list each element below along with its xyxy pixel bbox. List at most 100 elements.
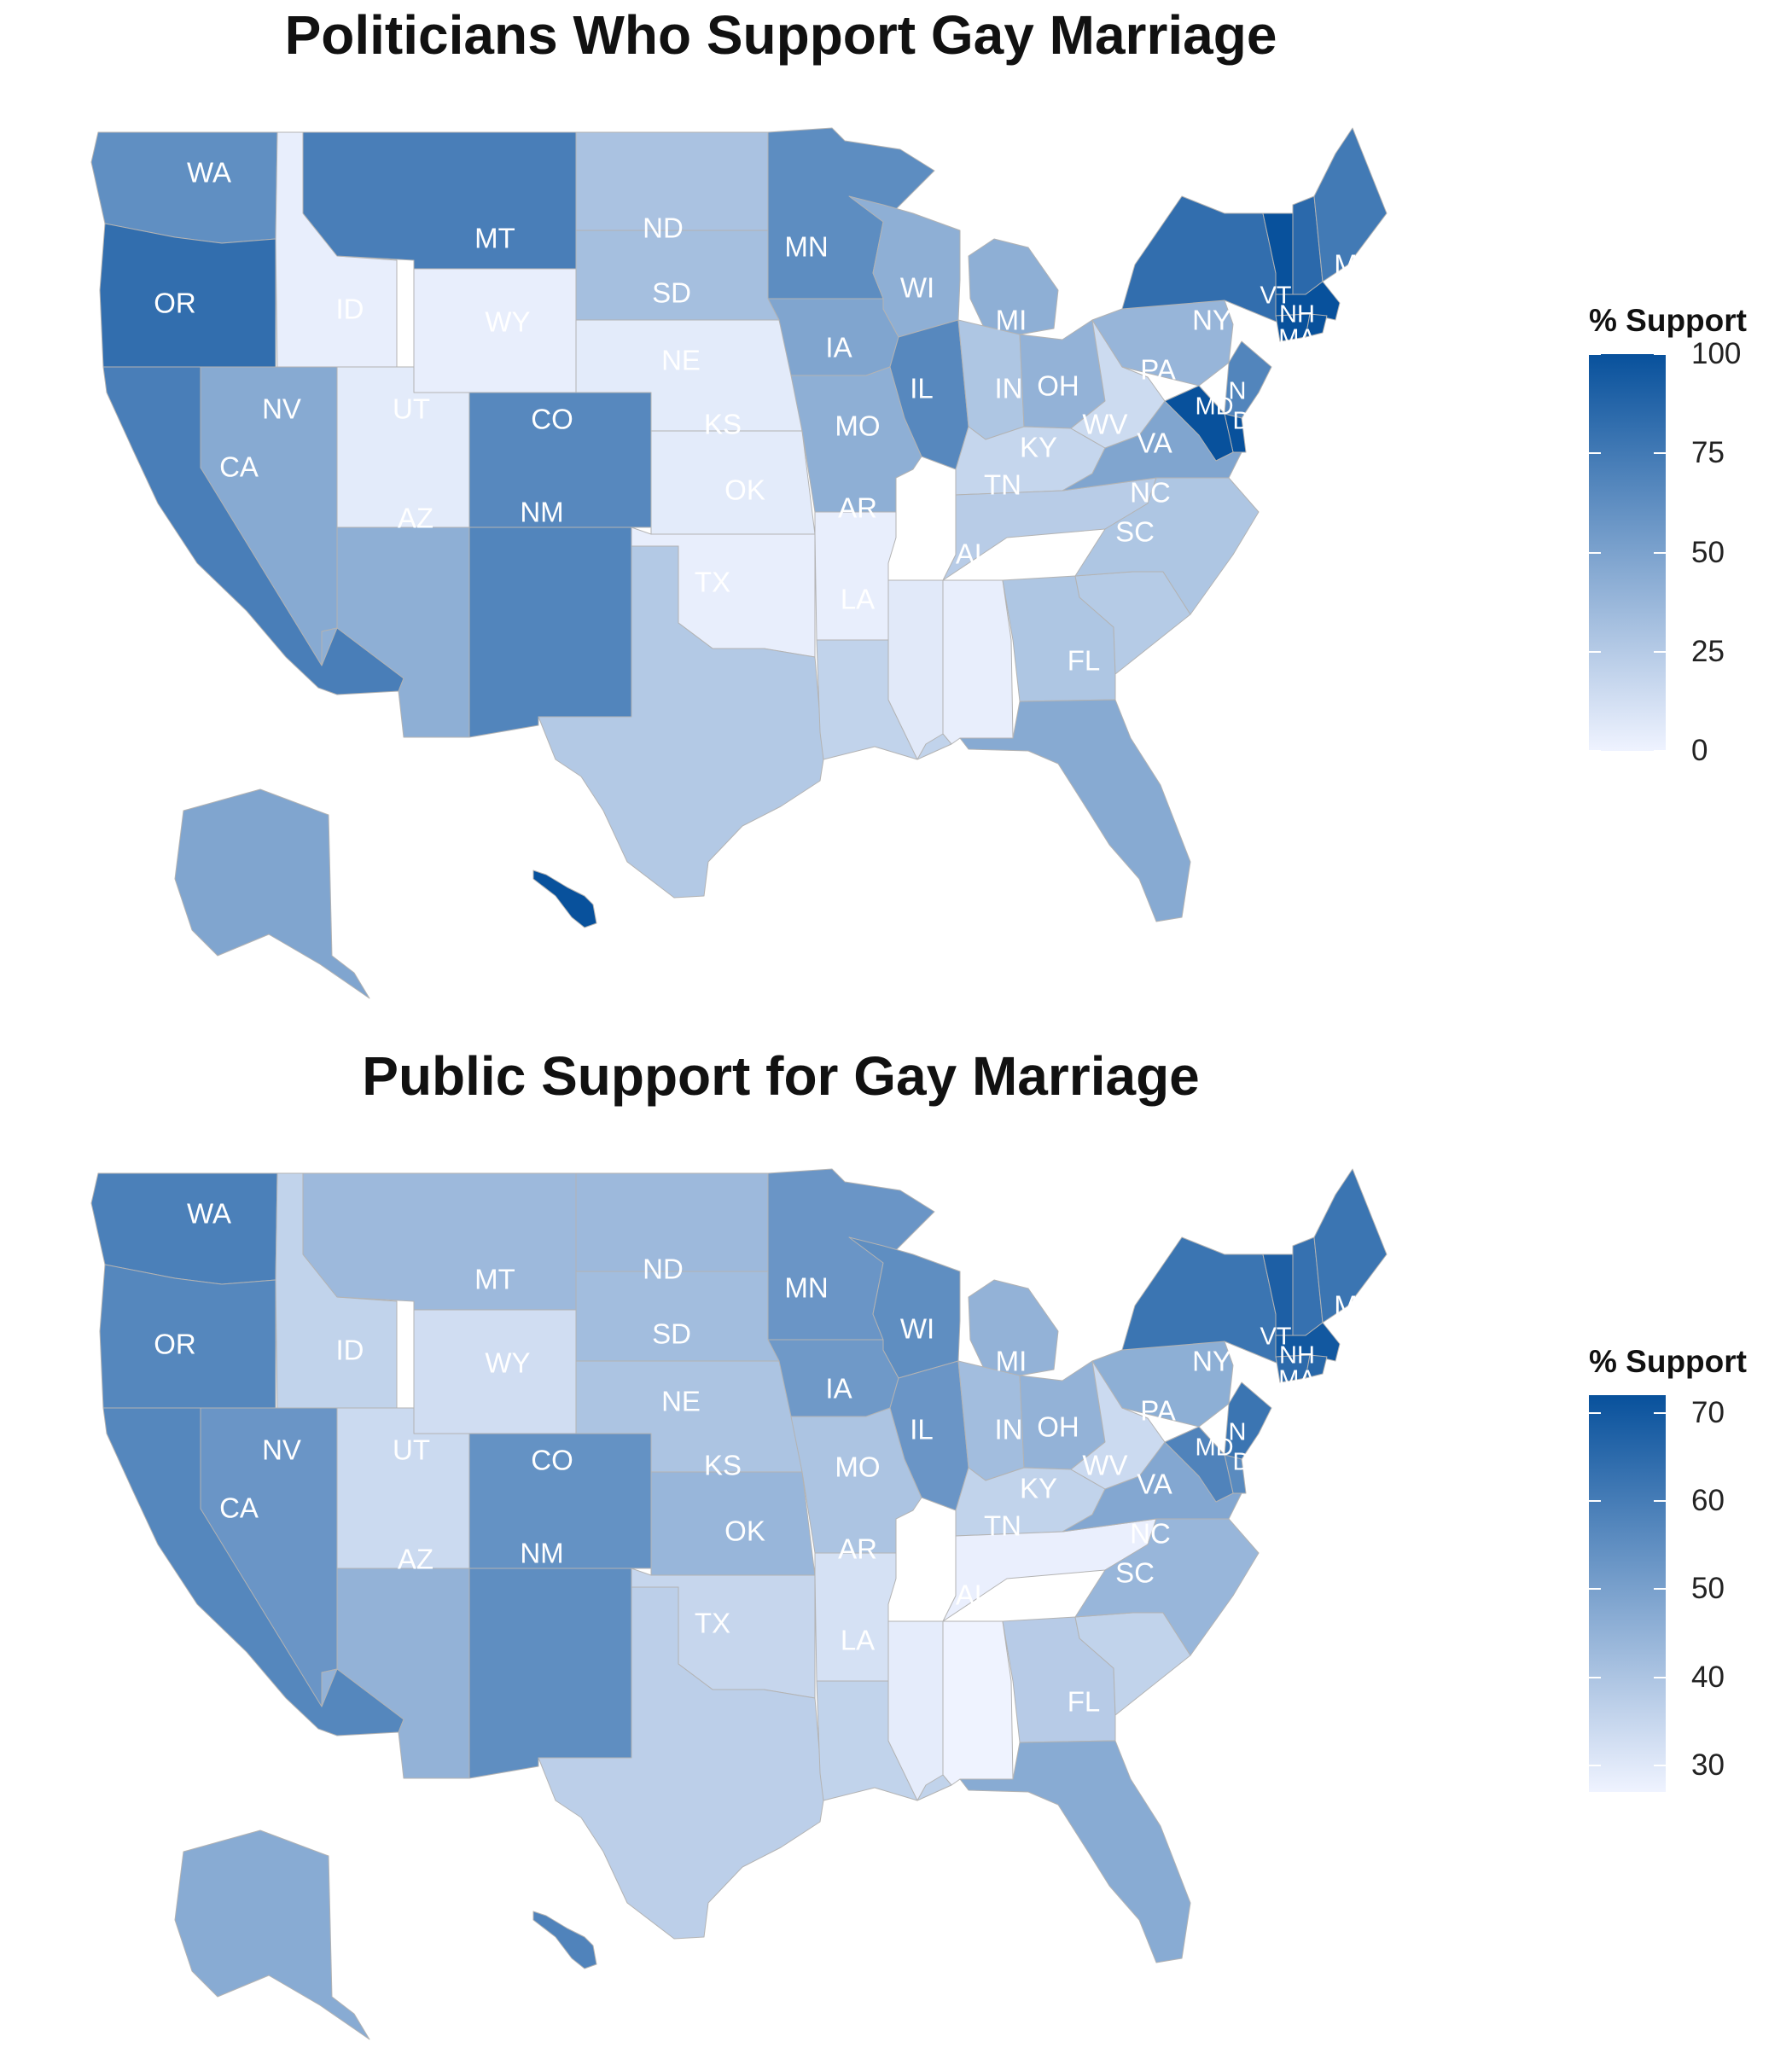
state-label-in: IN — [995, 373, 1023, 404]
legend-tick — [1589, 353, 1666, 355]
state-or — [99, 223, 276, 368]
state-label-id: ID — [336, 294, 364, 325]
state-label-de: D — [1233, 1449, 1251, 1476]
state-md — [1164, 1426, 1234, 1503]
state-label-wv: WV — [1082, 409, 1127, 440]
state-label-ks: KS — [704, 1450, 742, 1481]
state-label-me: ME — [1334, 1290, 1376, 1322]
state-md — [1164, 385, 1234, 462]
state-label-ok: OK — [724, 474, 765, 506]
state-nc — [1074, 477, 1260, 615]
state-label-wa: WA — [187, 157, 231, 189]
state-label-ri: RI — [1306, 342, 1331, 369]
state-label-la: LA — [841, 584, 875, 615]
state-ar — [814, 511, 897, 641]
state-label-wy: WY — [485, 1347, 530, 1379]
state-mi — [968, 238, 1059, 335]
legend-tick — [1589, 650, 1666, 653]
state-label-ia: IA — [825, 332, 852, 364]
state-label-ar: AR — [838, 492, 877, 524]
state-label-ga: GA — [1025, 545, 1066, 577]
public-map-panel: Public Support for Gay Marriage WA OR CA NV… — [0, 1041, 1792, 2065]
state-tx — [538, 545, 824, 899]
state-label-ny: NY — [1192, 1346, 1231, 1377]
state-label-nd: ND — [643, 1254, 684, 1285]
state-label-ok: OK — [724, 1515, 765, 1547]
state-mt — [302, 1172, 577, 1311]
state-mo — [790, 1407, 922, 1554]
state-label-ky: KY — [1020, 432, 1057, 463]
state-az — [321, 1568, 470, 1779]
state-label-ms: MS — [898, 537, 940, 568]
state-nc — [1074, 1518, 1260, 1656]
state-label-ms: MS — [898, 1578, 940, 1609]
state-label-nh: NH — [1279, 301, 1315, 329]
state-label-or: OR — [154, 1329, 196, 1360]
state-mi — [968, 1279, 1059, 1376]
state-ri — [1305, 1354, 1328, 1379]
state-label-tx: TX — [695, 1608, 730, 1639]
state-label-ks: KS — [704, 409, 742, 440]
state-label-vt: VT — [1260, 282, 1291, 310]
state-label-mt: MT — [474, 1264, 515, 1295]
state-label-mo: MO — [835, 1451, 880, 1483]
legend-tick — [1589, 1411, 1666, 1414]
state-label-mi: MI — [996, 305, 1027, 336]
state-label-or: OR — [154, 288, 196, 319]
map-title: Public Support for Gay Marriage — [362, 1045, 1200, 1107]
state-label-sd: SD — [652, 1318, 691, 1350]
state-label-ny: NY — [1192, 305, 1231, 336]
legend-tick-label: 30 — [1691, 1748, 1725, 1782]
state-label-fl: FL — [1068, 1686, 1101, 1718]
state-label-ga: GA — [1025, 1586, 1066, 1618]
state-label-ri: RI — [1306, 1383, 1331, 1411]
state-label-mt: MT — [474, 223, 515, 254]
legend-tick-label: 100 — [1691, 337, 1742, 370]
state-label-va: VA — [1137, 1469, 1172, 1500]
state-label-mo: MO — [835, 410, 880, 442]
state-label-az: AZ — [398, 1544, 433, 1575]
state-mt — [302, 131, 577, 270]
state-label-tx: TX — [695, 567, 730, 598]
state-label-ca: CA — [219, 1492, 259, 1524]
state-label-mn: MN — [784, 231, 828, 263]
state-nm — [468, 1568, 632, 1779]
state-label-id: ID — [336, 1335, 364, 1366]
legend-tick — [1589, 1765, 1666, 1766]
public-legend: % Support 30 40 50 60 70 — [1589, 1344, 1785, 1822]
legend-tick-label: 75 — [1691, 436, 1725, 470]
state-label-ut: UT — [393, 393, 430, 425]
state-label-tn: TN — [984, 1510, 1021, 1542]
legend-tick — [1589, 750, 1666, 752]
state-label-ar: AR — [838, 1533, 877, 1565]
state-label-il: IL — [910, 373, 934, 404]
state-label-wi: WI — [900, 1313, 934, 1345]
legend-title: % Support — [1589, 303, 1747, 338]
state-hi — [532, 870, 597, 928]
legend-tick — [1589, 1588, 1666, 1591]
state-ak — [174, 788, 370, 999]
politicians-legend: % Support 0 25 50 75 100 — [1589, 303, 1785, 781]
state-label-az: AZ — [398, 503, 433, 534]
state-label-oh: OH — [1037, 1411, 1079, 1443]
state-al — [942, 1620, 1014, 1786]
state-label-nv: NV — [262, 393, 301, 425]
state-label-wi: WI — [900, 272, 934, 304]
state-label-nd: ND — [643, 212, 684, 244]
state-al — [942, 579, 1014, 745]
state-fl — [959, 1740, 1191, 1963]
state-label-ma: MA — [1278, 1366, 1316, 1393]
map-title: Politicians Who Support Gay Marriage — [284, 4, 1277, 66]
legend-tick — [1589, 1500, 1666, 1502]
state-label-ne: NE — [661, 1386, 701, 1417]
state-label-il: IL — [910, 1414, 934, 1446]
legend-tick-label: 50 — [1691, 535, 1725, 569]
legend-colorbar — [1589, 354, 1666, 751]
state-label-wv: WV — [1082, 1450, 1127, 1481]
state-label-sd: SD — [652, 277, 691, 309]
state-label-co: CO — [531, 1445, 573, 1476]
state-az — [321, 526, 470, 738]
legend-colorbar — [1589, 1395, 1666, 1792]
state-label-md: MD — [1195, 1434, 1233, 1462]
